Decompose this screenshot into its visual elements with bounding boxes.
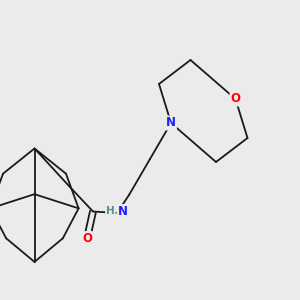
Text: O: O <box>230 92 241 106</box>
Text: N: N <box>117 205 128 218</box>
Text: O: O <box>82 232 92 245</box>
Text: N: N <box>166 116 176 130</box>
Text: H: H <box>106 206 115 217</box>
